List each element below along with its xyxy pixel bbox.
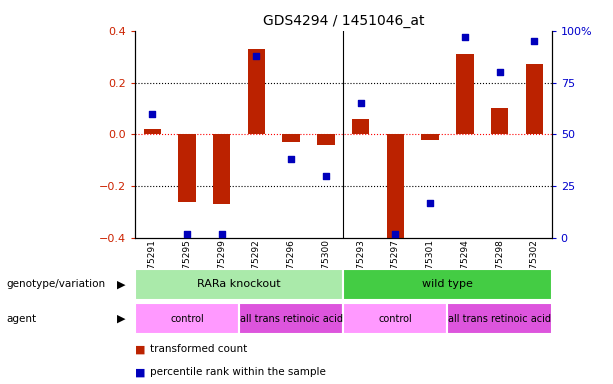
Text: RARa knockout: RARa knockout — [197, 279, 281, 289]
Point — [425, 200, 435, 206]
Text: all trans retinoic acid: all trans retinoic acid — [448, 314, 551, 324]
Point — [495, 69, 504, 75]
Text: genotype/variation: genotype/variation — [6, 279, 105, 289]
Bar — [178, 134, 196, 202]
Text: control: control — [378, 314, 413, 324]
Text: ▶: ▶ — [117, 279, 126, 289]
Text: control: control — [170, 314, 204, 324]
Bar — [135, 303, 239, 334]
Bar — [447, 303, 552, 334]
Bar — [213, 134, 230, 204]
Bar — [343, 269, 552, 300]
Bar — [491, 108, 508, 134]
Point — [321, 173, 331, 179]
Text: ■: ■ — [135, 367, 145, 377]
Bar — [248, 49, 265, 134]
Bar — [283, 134, 300, 142]
Point — [217, 231, 227, 237]
Bar — [456, 54, 474, 134]
Point — [356, 100, 365, 106]
Point — [530, 38, 539, 44]
Bar — [143, 129, 161, 134]
Point — [460, 34, 470, 40]
Bar — [526, 65, 543, 134]
Point — [147, 111, 157, 117]
Point — [286, 156, 296, 162]
Point — [182, 231, 192, 237]
Bar — [422, 134, 439, 139]
Bar — [239, 303, 343, 334]
Text: wild type: wild type — [422, 279, 473, 289]
Bar — [387, 134, 404, 241]
Text: agent: agent — [6, 314, 36, 324]
Bar — [135, 269, 343, 300]
Text: all trans retinoic acid: all trans retinoic acid — [240, 314, 343, 324]
Point — [251, 53, 261, 59]
Text: percentile rank within the sample: percentile rank within the sample — [150, 367, 326, 377]
Bar — [352, 119, 369, 134]
Bar — [343, 303, 447, 334]
Point — [390, 231, 400, 237]
Title: GDS4294 / 1451046_at: GDS4294 / 1451046_at — [262, 14, 424, 28]
Text: ■: ■ — [135, 344, 145, 354]
Text: transformed count: transformed count — [150, 344, 248, 354]
Text: ▶: ▶ — [117, 314, 126, 324]
Bar — [318, 134, 335, 145]
